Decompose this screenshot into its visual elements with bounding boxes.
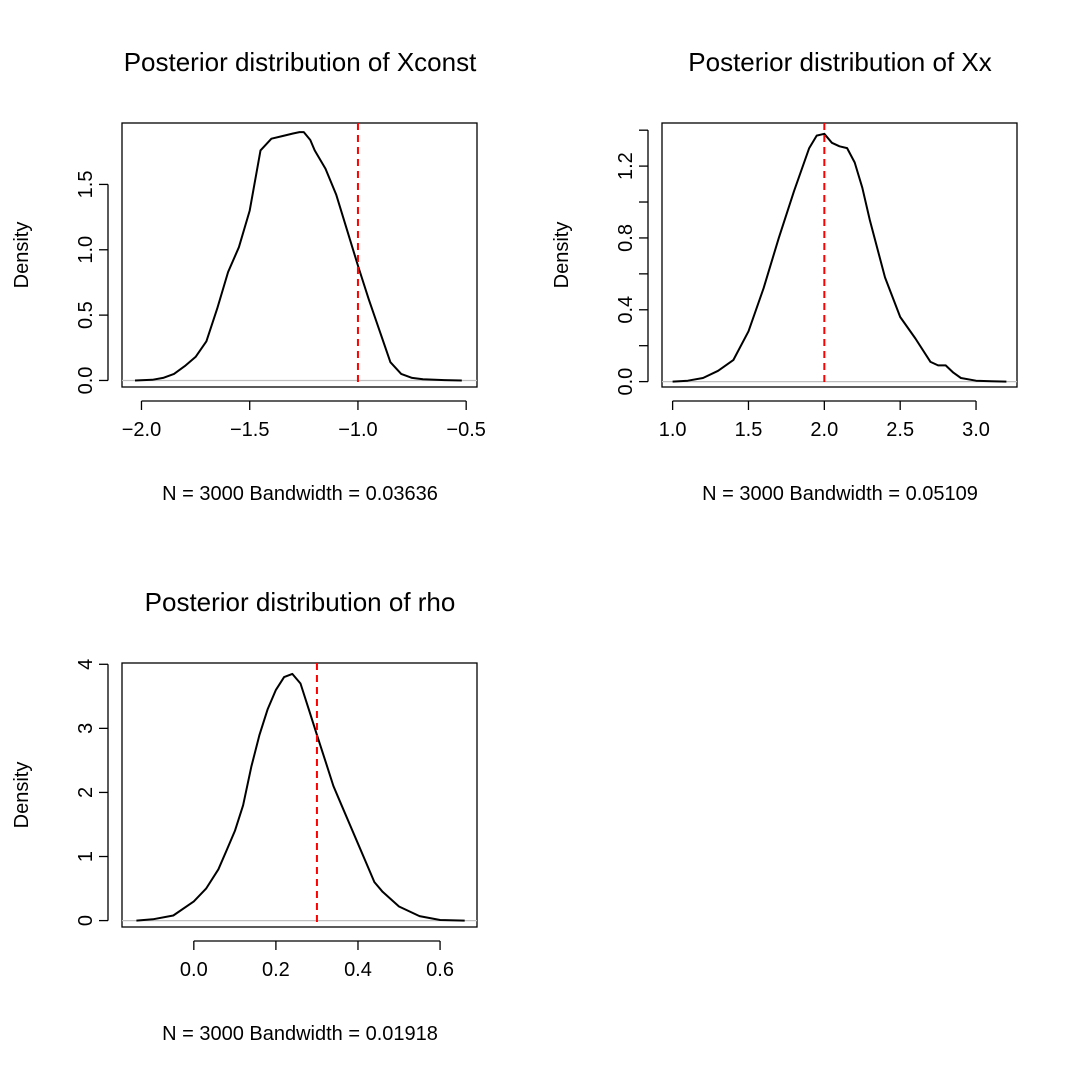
y-axis-label: Density [11,762,33,829]
y-tick-label: 2 [75,787,97,798]
density-curve [136,672,465,922]
x-tick-label: 0.4 [344,959,372,981]
y-tick-label: 1.0 [75,236,97,264]
plot-frame [661,122,1018,388]
y-tick-label: 1.2 [615,152,637,180]
y-tick-label: 0.0 [75,367,97,395]
y-tick-label: 0.4 [615,296,637,324]
x-tick-label: 0.0 [180,959,208,981]
y-tick-label: 0.8 [615,224,637,252]
y-axis-label: Density [551,222,573,289]
density-curve [672,132,1007,383]
density-curve [134,131,462,382]
plot-area: 0.0 0.2 0.4 0.6 0 1 2 3 4 [75,659,477,981]
x-tick-label: 1.0 [659,419,687,441]
x-tick-label: −2.0 [122,419,161,441]
y-axis-label: Density [11,222,33,289]
plot-area: 1.0 1.5 2.0 2.5 3.0 0.0 0.4 0.8 1.2 [615,123,1017,441]
x-tick-label: 0.2 [262,959,290,981]
x-tick-label: 1.5 [735,419,763,441]
panel-title: Posterior distribution of Xconst [124,47,477,77]
panel-xconst: Posterior distribution of Xconst −2.0 −1.… [11,47,486,505]
panel-title: Posterior distribution of Xx [688,47,991,77]
panel-title: Posterior distribution of rho [145,587,456,617]
plot-frame [121,662,478,928]
y-tick-label: 0.5 [75,301,97,329]
y-tick-label: 1.5 [75,171,97,199]
x-axis-label: N = 3000 Bandwidth = 0.03636 [162,483,438,505]
plot-area: −2.0 −1.5 −1.0 −0.5 0.0 0.5 1.0 1.5 [75,123,486,441]
x-axis-label: N = 3000 Bandwidth = 0.01918 [162,1023,438,1045]
plot-frame [121,122,478,388]
x-tick-label: 2.0 [810,419,838,441]
x-tick-label: 3.0 [962,419,990,441]
y-tick-label: 0 [75,915,97,926]
y-tick-label: 3 [75,723,97,734]
x-tick-label: −1.0 [338,419,377,441]
panel-rho: Posterior distribution of rho 0.0 0.2 0.4 0… [11,587,478,1045]
x-tick-label: −1.5 [230,419,269,441]
panel-xx: Posterior distribution of Xx 1.0 1.5 2.0 2.… [551,47,1018,505]
x-axis-label: N = 3000 Bandwidth = 0.05109 [702,483,978,505]
x-tick-label: 2.5 [886,419,914,441]
y-tick-label: 1 [75,851,97,862]
x-tick-label: 0.6 [426,959,454,981]
y-tick-label: 0.0 [615,368,637,396]
x-tick-label: −0.5 [446,419,485,441]
y-tick-label: 4 [75,659,97,670]
